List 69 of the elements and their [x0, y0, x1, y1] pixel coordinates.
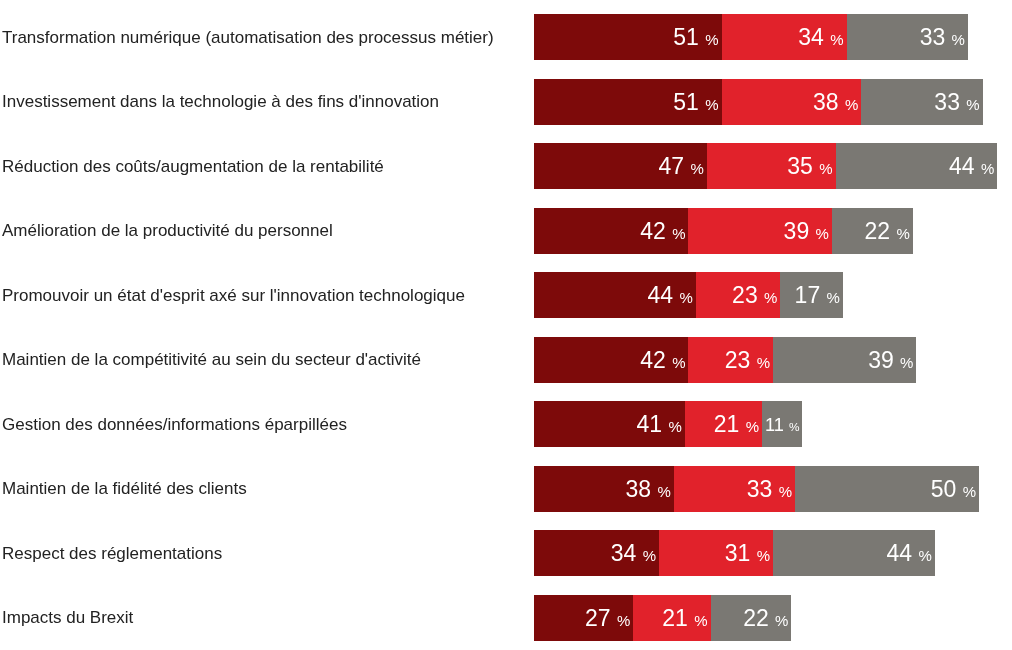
bar — [534, 530, 660, 577]
y-tick-label: Transformation numérique (automatisation des processus métier) — [2, 28, 494, 47]
data-label: 35 % — [787, 153, 833, 180]
bar — [673, 465, 796, 512]
data-label: 33 % — [919, 24, 965, 51]
data-label: 11 % — [765, 414, 800, 435]
bar — [721, 14, 847, 61]
bar — [688, 336, 774, 383]
data-label: 41 % — [636, 411, 682, 438]
bar — [695, 272, 781, 319]
y-tick-label: Réduction des coûts/augmentation de la rentabilité — [2, 157, 384, 176]
data-label: 42 % — [640, 217, 686, 244]
data-label: 23 % — [724, 346, 771, 373]
data-label: 38 % — [625, 475, 671, 502]
bar — [534, 272, 696, 319]
y-tick-label: Maintien de la compétitivité au sein du secteur d'activité — [2, 350, 422, 369]
bar — [534, 143, 707, 190]
data-label: 21 % — [713, 411, 760, 438]
data-label: 44 % — [886, 540, 932, 567]
bar — [773, 530, 935, 577]
data-label: 23 % — [732, 282, 778, 309]
data-label: 22 % — [864, 217, 910, 244]
bar — [780, 272, 843, 319]
bar — [706, 143, 836, 190]
bar — [721, 78, 862, 125]
data-label: 34 % — [610, 540, 657, 567]
bar — [710, 594, 792, 641]
data-label: 39 % — [783, 217, 829, 244]
y-tick-label: Promouvoir un état d'esprit axé sur l'innovation technologique — [2, 286, 465, 305]
data-label: 33 % — [934, 88, 980, 115]
data-label: 31 % — [724, 540, 771, 567]
data-label: 44 % — [949, 153, 995, 180]
data-label: 44 % — [647, 282, 693, 309]
bar — [831, 207, 913, 254]
bar — [534, 78, 722, 125]
bar — [534, 336, 689, 383]
bar — [795, 465, 979, 512]
bar — [659, 530, 774, 577]
bar — [773, 336, 917, 383]
bar — [835, 143, 998, 190]
data-label: 17 % — [794, 282, 840, 309]
data-label: 50 % — [930, 475, 976, 502]
bar — [846, 14, 968, 61]
y-tick-label: Respect des réglementations — [2, 544, 223, 563]
data-label: 21 % — [662, 604, 708, 631]
data-label: 47 % — [658, 153, 704, 180]
bar — [534, 401, 685, 448]
bar — [534, 465, 674, 512]
data-label: 34 % — [798, 24, 844, 51]
data-label: 22 % — [743, 604, 789, 631]
y-tick-label: Investissement dans la technologie à des fins d'innovation — [2, 92, 440, 111]
bar — [861, 78, 983, 125]
data-label: 51 % — [673, 24, 719, 51]
y-tick-label: Amélioration de la productivité du personnel — [2, 221, 333, 240]
data-label: 51 % — [673, 88, 719, 115]
bar — [633, 594, 711, 641]
data-label: 38 % — [812, 88, 859, 115]
bar — [684, 401, 763, 448]
bar — [534, 14, 722, 61]
data-label: 42 % — [640, 346, 686, 373]
bar — [534, 594, 634, 641]
bar — [688, 207, 832, 254]
y-tick-label: Maintien de la fidélité des clients — [2, 479, 247, 498]
bar — [534, 207, 689, 254]
data-label: 39 % — [868, 346, 914, 373]
data-label: 27 % — [585, 604, 631, 631]
y-tick-label: Gestion des données/informations éparpillées — [2, 415, 347, 434]
y-tick-label: Impacts du Brexit — [2, 608, 134, 627]
data-label: 33 % — [746, 475, 793, 502]
